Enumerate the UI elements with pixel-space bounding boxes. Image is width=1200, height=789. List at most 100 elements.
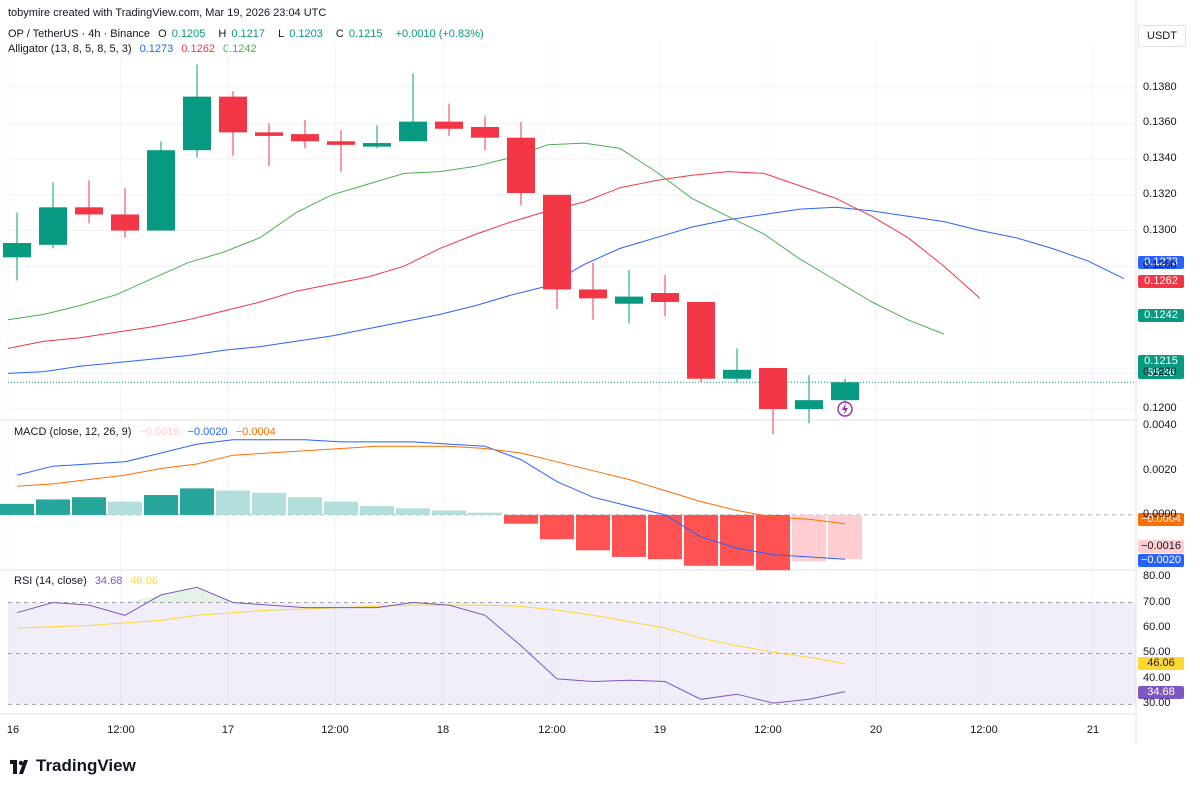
rsi-tick-label: 30.00 (1143, 697, 1171, 710)
rsi-legend[interactable]: RSI (14, close) 34.68 46.06 (14, 575, 163, 587)
time-tick-label: 12:00 (107, 724, 135, 736)
price-tick-label: 0.1340 (1143, 152, 1177, 165)
candle-body (687, 301, 715, 379)
rsi-tick-label: 80.00 (1143, 570, 1171, 583)
candle-body (219, 96, 247, 133)
macd-histogram-bar (504, 514, 538, 524)
macd-legend[interactable]: MACD (close, 12, 26, 9) −0.0016 −0.0020 … (14, 426, 281, 438)
change-value: +0.0010 (+0.83%) (395, 28, 484, 40)
candle-body (507, 137, 535, 194)
macd-histogram-bar (396, 508, 430, 515)
alligator-teeth-value: 0.1262 (181, 43, 215, 55)
alligator-lips-line (7, 142, 945, 335)
time-tick-label: 21 (1086, 724, 1100, 736)
alligator-lips-value: 0.1242 (223, 43, 257, 55)
lips-price-tag: 0.1242 (1138, 309, 1184, 322)
brand-name: TradingView (36, 756, 136, 775)
candle-body (615, 296, 643, 304)
macd-signal-value: −0.0004 (235, 426, 276, 438)
alligator-teeth-line (7, 171, 981, 349)
candle-body (795, 400, 823, 410)
price-tick-label: 0.1360 (1143, 116, 1177, 129)
time-tick-label: 12:00 (754, 724, 782, 736)
candle-body (363, 143, 391, 147)
candle-body (291, 134, 319, 142)
last-price-tag: 0.1215 55:36 (1138, 355, 1184, 379)
rsi-tick-label: 40.00 (1143, 671, 1171, 684)
macd-histogram-bar (180, 488, 214, 515)
tradingview-logo[interactable]: TradingView (10, 756, 136, 776)
macd-histogram-bar (360, 506, 394, 515)
candle-body (651, 293, 679, 302)
macd-histogram-bar (0, 503, 34, 515)
macd-histogram-bar (432, 510, 466, 515)
symbol-name[interactable]: OP / TetherUS · 4h · Binance (8, 28, 151, 40)
currency-unit-button[interactable]: USDT (1138, 25, 1186, 47)
time-tick-label: 19 (653, 724, 667, 736)
tradingview-logo-icon (10, 759, 28, 774)
macd-histogram-bar (612, 514, 646, 557)
time-tick-label: 12:00 (538, 724, 566, 736)
time-tick-label: 18 (436, 724, 450, 736)
close-value: C 0.1215 (335, 28, 383, 40)
time-tick-label: 20 (869, 724, 883, 736)
macd-tick-label: 0.0000 (1143, 507, 1177, 520)
macd-histogram-bar (828, 514, 862, 560)
jaw-price-tag: 0.1273 (1138, 256, 1184, 269)
macd-label[interactable]: MACD (close, 12, 26, 9) (14, 426, 132, 438)
rsi-label[interactable]: RSI (14, close) (14, 575, 87, 587)
price-tick-label: 0.1380 (1143, 80, 1177, 93)
macd-hist-value: −0.0016 (139, 426, 180, 438)
rsi-ma-line (16, 604, 846, 665)
macd-histogram-bar (540, 514, 574, 540)
macd-signal-tag: −0.0004 (1138, 513, 1184, 526)
macd-line (16, 439, 846, 560)
time-tick-label: 17 (221, 724, 235, 736)
rsi-tag: 34.68 (1138, 686, 1184, 699)
macd-line-tag: −0.0020 (1138, 554, 1184, 567)
macd-histogram-bar (468, 512, 502, 515)
rsi-ma-tag: 46.06 (1138, 657, 1184, 670)
macd-histogram-bar (72, 497, 106, 515)
macd-histogram-bar (36, 499, 70, 515)
candle-body (255, 132, 283, 136)
candle-body (543, 194, 571, 290)
symbol-legend[interactable]: OP / TetherUS · 4h · Binance O 0.1205 H 0.… (8, 28, 489, 40)
macd-histogram-bar (108, 501, 142, 515)
macd-tick-label: 0.0020 (1143, 463, 1177, 476)
rsi-line (16, 586, 846, 704)
macd-histogram-bar (252, 492, 286, 515)
alligator-legend[interactable]: Alligator (13, 8, 5, 8, 5, 3) 0.1273 0.1… (8, 43, 262, 55)
rsi-tick-label: 60.00 (1143, 621, 1171, 633)
high-value: H 0.1217 (218, 28, 266, 40)
candle-body (327, 141, 355, 145)
alligator-jaw-value: 0.1273 (139, 43, 174, 55)
macd-line-value: −0.0020 (187, 426, 228, 438)
macd-hist-tag: −0.0016 (1138, 540, 1184, 553)
candle-body (75, 207, 103, 215)
macd-histogram-bar (144, 495, 178, 515)
macd-histogram-bar (648, 514, 682, 560)
macd-histogram-bar (216, 490, 250, 515)
rsi-tick-label: 70.00 (1143, 595, 1171, 608)
candle-body (111, 214, 139, 231)
last-price-value: 0.1215 (1144, 355, 1178, 367)
macd-histogram-bar (576, 514, 610, 551)
time-tick-label: 12:00 (321, 724, 349, 736)
candle-body (399, 121, 427, 142)
time-tick-label: 12:00 (970, 724, 998, 736)
candle-body (3, 243, 31, 258)
candle-body (471, 126, 499, 138)
rsi-band-background (8, 602, 1136, 705)
alligator-label[interactable]: Alligator (13, 8, 5, 8, 5, 3) (8, 43, 132, 55)
candle-body (147, 150, 175, 231)
candle-body (723, 369, 751, 379)
macd-histogram-bar (792, 514, 826, 562)
chart-attribution: tobymire created with TradingView.com, M… (8, 7, 327, 19)
candle-body (435, 121, 463, 129)
macd-histogram-bar (720, 514, 754, 566)
price-tick-label: 0.1200 (1143, 402, 1177, 415)
macd-histogram-bar (756, 514, 790, 571)
price-tick-label: 0.1320 (1143, 187, 1177, 200)
